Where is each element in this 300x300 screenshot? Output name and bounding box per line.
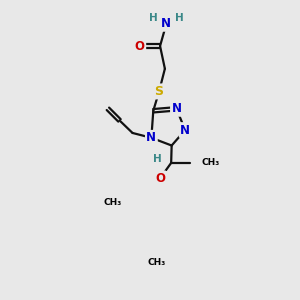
Text: O: O [135,40,145,52]
Text: N: N [172,102,182,115]
Text: H: H [149,13,158,23]
Text: CH₃: CH₃ [148,258,166,267]
Text: S: S [154,85,164,98]
Text: H: H [176,13,184,23]
Text: CH₃: CH₃ [201,158,219,167]
Text: N: N [146,131,156,144]
Text: O: O [155,172,165,185]
Text: CH₃: CH₃ [103,197,122,206]
Text: H: H [153,154,162,164]
Text: N: N [161,17,171,30]
Text: N: N [180,124,190,136]
